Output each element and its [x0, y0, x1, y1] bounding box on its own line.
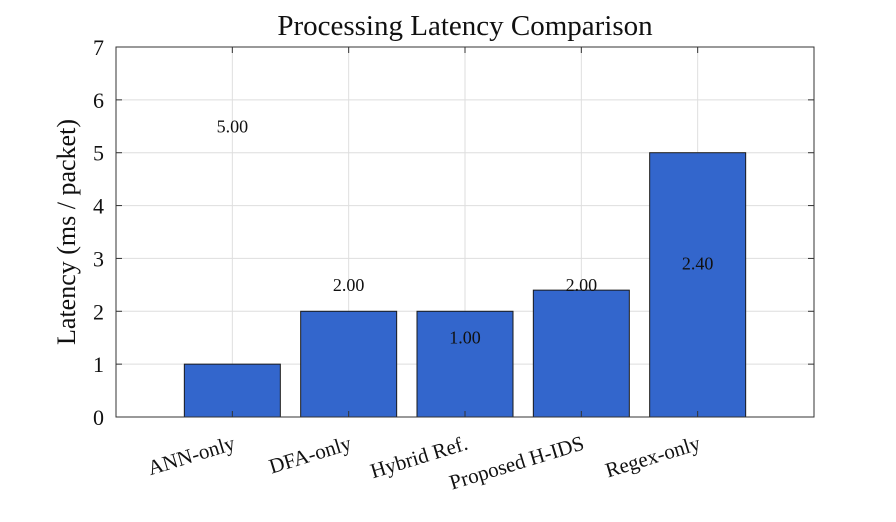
x-tick-label: DFA-only	[266, 431, 355, 479]
x-tick-label: Proposed H-IDS	[446, 431, 586, 495]
bar-dfa-only	[300, 310, 398, 418]
y-tick-label: 1	[93, 352, 104, 377]
x-tick-label: ANN-only	[145, 431, 238, 480]
y-tick-label: 7	[93, 35, 104, 60]
data-label: 2.00	[566, 275, 598, 295]
data-label: 2.00	[333, 275, 365, 295]
y-tick-label: 0	[93, 405, 104, 430]
y-axis-label: Latency (ms / packet)	[52, 119, 81, 345]
chart-title: Processing Latency Comparison	[277, 10, 653, 42]
data-label: 1.00	[449, 328, 481, 348]
y-tick-label: 6	[93, 88, 104, 113]
data-labels: 5.00 2.00 1.00 2.00 2.40	[217, 116, 714, 347]
bar-proposed-h-ids	[532, 289, 630, 418]
y-tick-label: 4	[93, 194, 104, 219]
bar-ann-only	[183, 363, 281, 418]
data-label: 5.00	[217, 116, 249, 136]
bars	[183, 152, 747, 418]
y-tick-label: 5	[93, 141, 104, 166]
x-tick-label: Regex-only	[602, 431, 703, 483]
y-tick-label: 3	[93, 246, 104, 271]
bar-hybrid-ref	[416, 310, 514, 418]
y-tick-label: 2	[93, 299, 104, 324]
data-label: 2.40	[682, 254, 714, 274]
bar-regex-only	[649, 152, 747, 418]
